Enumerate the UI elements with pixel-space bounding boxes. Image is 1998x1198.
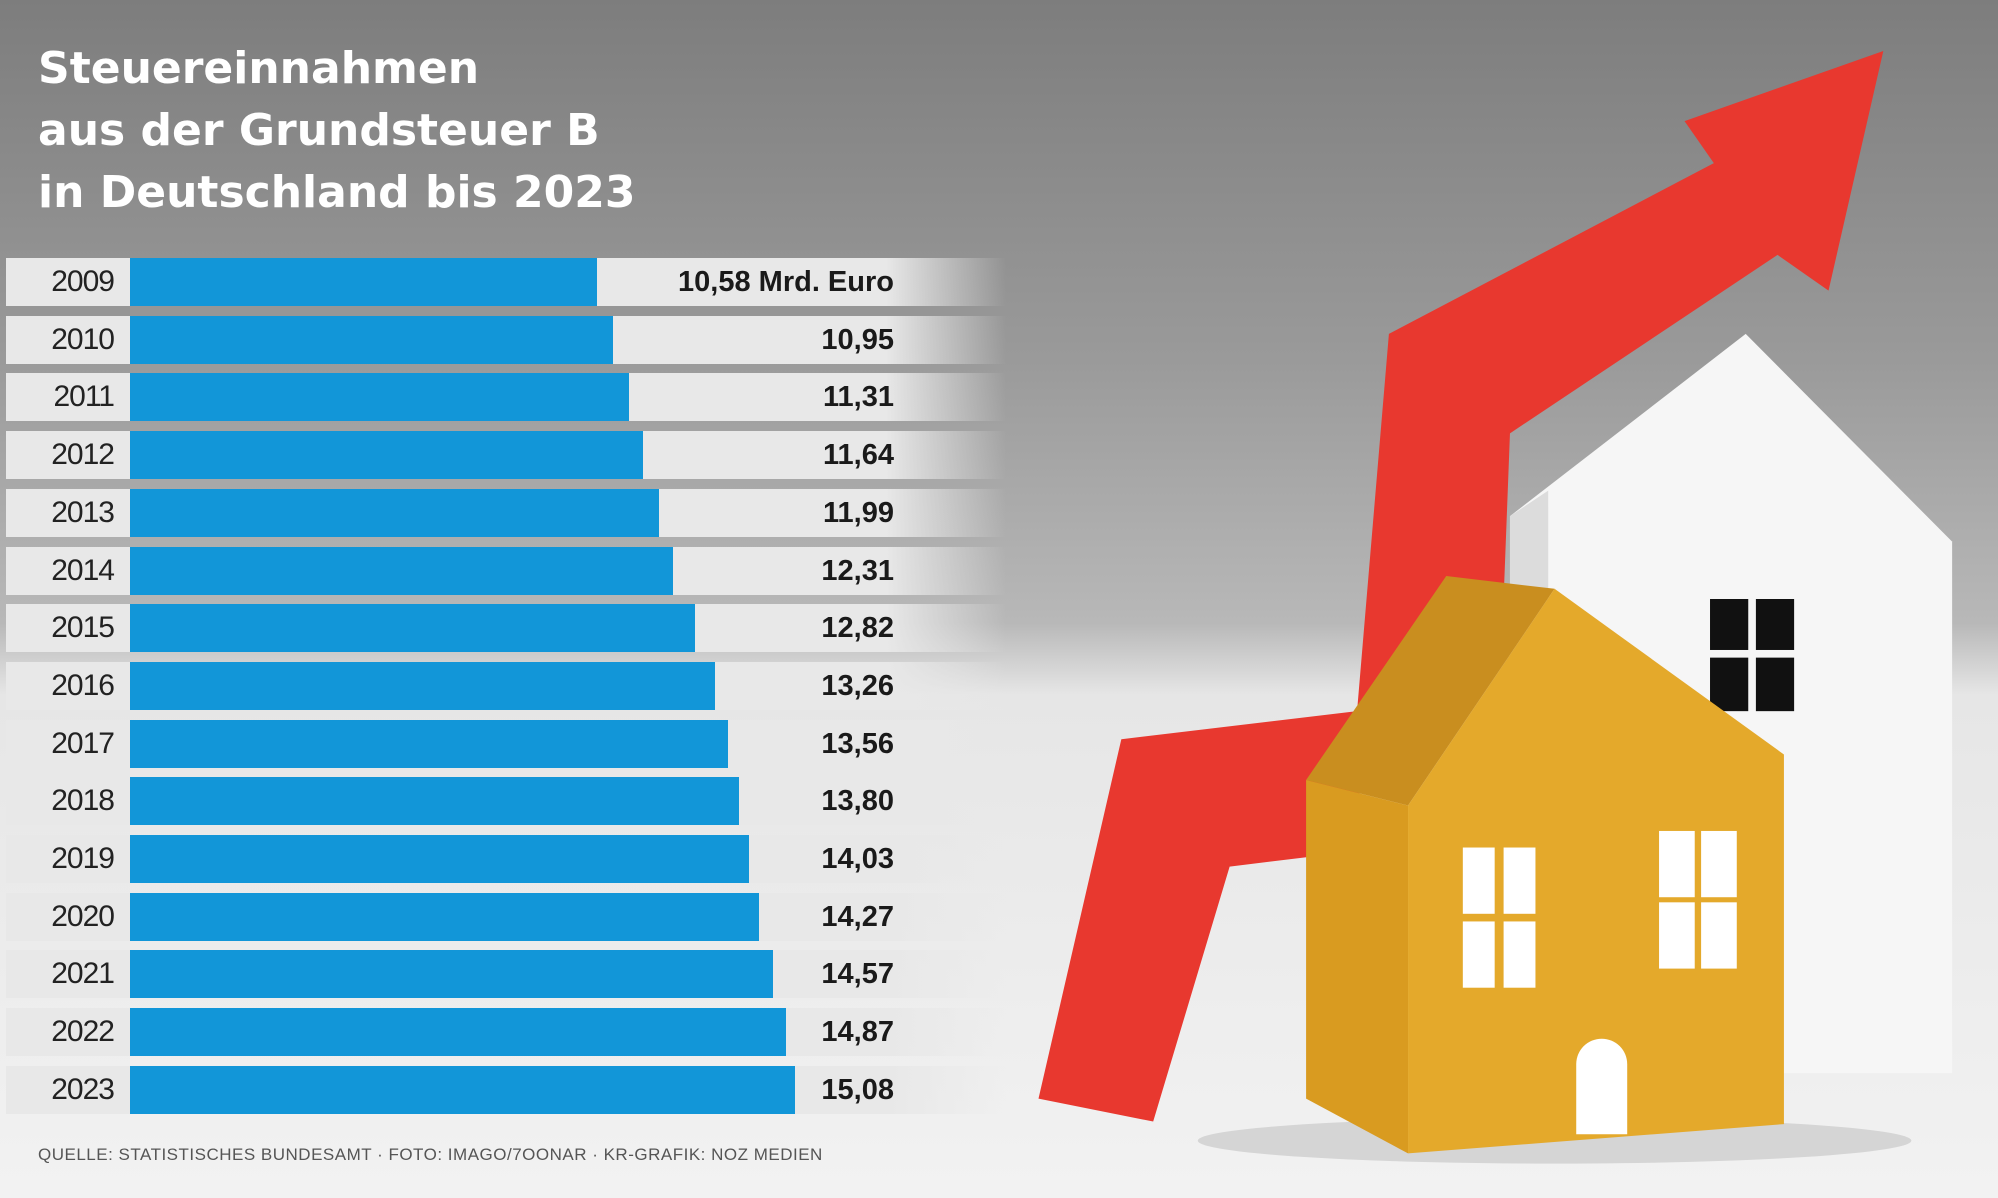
value-label: 11,99 (823, 496, 894, 529)
value-label: 10,95 (821, 323, 894, 356)
year-label: 2013 (51, 495, 115, 529)
bar (130, 1065, 796, 1114)
bar-row: 2023 15,08 (6, 1065, 1006, 1114)
value-label: 13,26 (821, 669, 894, 702)
year-label: 2018 (51, 784, 115, 818)
year-label: 2009 (51, 265, 115, 298)
bar (130, 719, 728, 768)
year-label: 2017 (51, 726, 115, 760)
year-label: 2021 (51, 957, 115, 991)
bar (130, 546, 673, 595)
bar-row: 2014 12,31 (6, 546, 1006, 595)
bar (130, 1008, 786, 1057)
year-label: 2011 (53, 380, 115, 414)
bar-row: 2016 13,26 (6, 661, 1006, 710)
value-label: 14,03 (821, 843, 894, 875)
bar-row: 2020 14,27 (6, 892, 1006, 941)
year-label: 2016 (51, 668, 115, 702)
value-label: 14,27 (821, 900, 894, 933)
value-label: 13,56 (821, 727, 894, 760)
value-label: 13,80 (821, 785, 894, 818)
bar-row: 2018 13,80 (6, 777, 1006, 826)
bar-row: 2012 11,64 (6, 431, 1006, 480)
value-label: 10,58 Mrd. Euro (678, 266, 894, 298)
bar-row: 2022 14,87 (6, 1008, 1006, 1057)
bar (130, 431, 644, 480)
year-label: 2022 (51, 1015, 115, 1049)
bar (130, 315, 613, 364)
value-label: 15,08 (821, 1073, 894, 1106)
bar-row: 2015 12,82 (6, 604, 1006, 653)
bar (130, 892, 760, 941)
title-line: aus der Grundsteuer B (38, 105, 600, 156)
value-label: 14,57 (821, 958, 894, 991)
year-label: 2010 (51, 322, 115, 356)
source-credit: QUELLE: STATISTISCHES BUNDESAMT · FOTO: … (38, 1145, 823, 1164)
yellow-house-icon (1306, 576, 1784, 1154)
bar (130, 488, 659, 537)
value-label: 11,31 (823, 381, 894, 414)
bar (130, 604, 696, 653)
title-line: Steuereinnahmen (38, 43, 480, 94)
value-label: 11,64 (823, 439, 894, 472)
bar-row: 2021 14,57 (6, 950, 1006, 999)
bar (130, 373, 629, 422)
value-label: 12,31 (821, 554, 894, 587)
bar (130, 950, 773, 999)
title-line: in Deutschland bis 2023 (38, 167, 636, 218)
value-label: 12,82 (821, 612, 894, 645)
bar-row: 2017 13,56 (6, 719, 1006, 768)
year-label: 2014 (51, 553, 115, 587)
chart-title: Steuereinnahmen aus der Grundsteuer B in… (38, 38, 738, 224)
bar-row: 2013 11,99 (6, 488, 1006, 537)
year-label: 2012 (51, 438, 115, 472)
value-label: 14,87 (821, 1016, 894, 1049)
bar-row: 2011 11,31 (6, 373, 1006, 422)
bar (130, 777, 739, 826)
bar (130, 661, 715, 710)
bar-row: 2019 14,03 (6, 835, 1006, 883)
year-label: 2015 (51, 611, 115, 645)
bar (130, 258, 597, 306)
year-label: 2019 (51, 842, 115, 875)
year-label: 2020 (51, 899, 115, 933)
year-label: 2023 (51, 1072, 115, 1106)
bar-row: 2009 10,58 Mrd. Euro (6, 258, 1006, 306)
bar-row: 2010 10,95 (6, 315, 1006, 364)
bar (130, 835, 749, 883)
